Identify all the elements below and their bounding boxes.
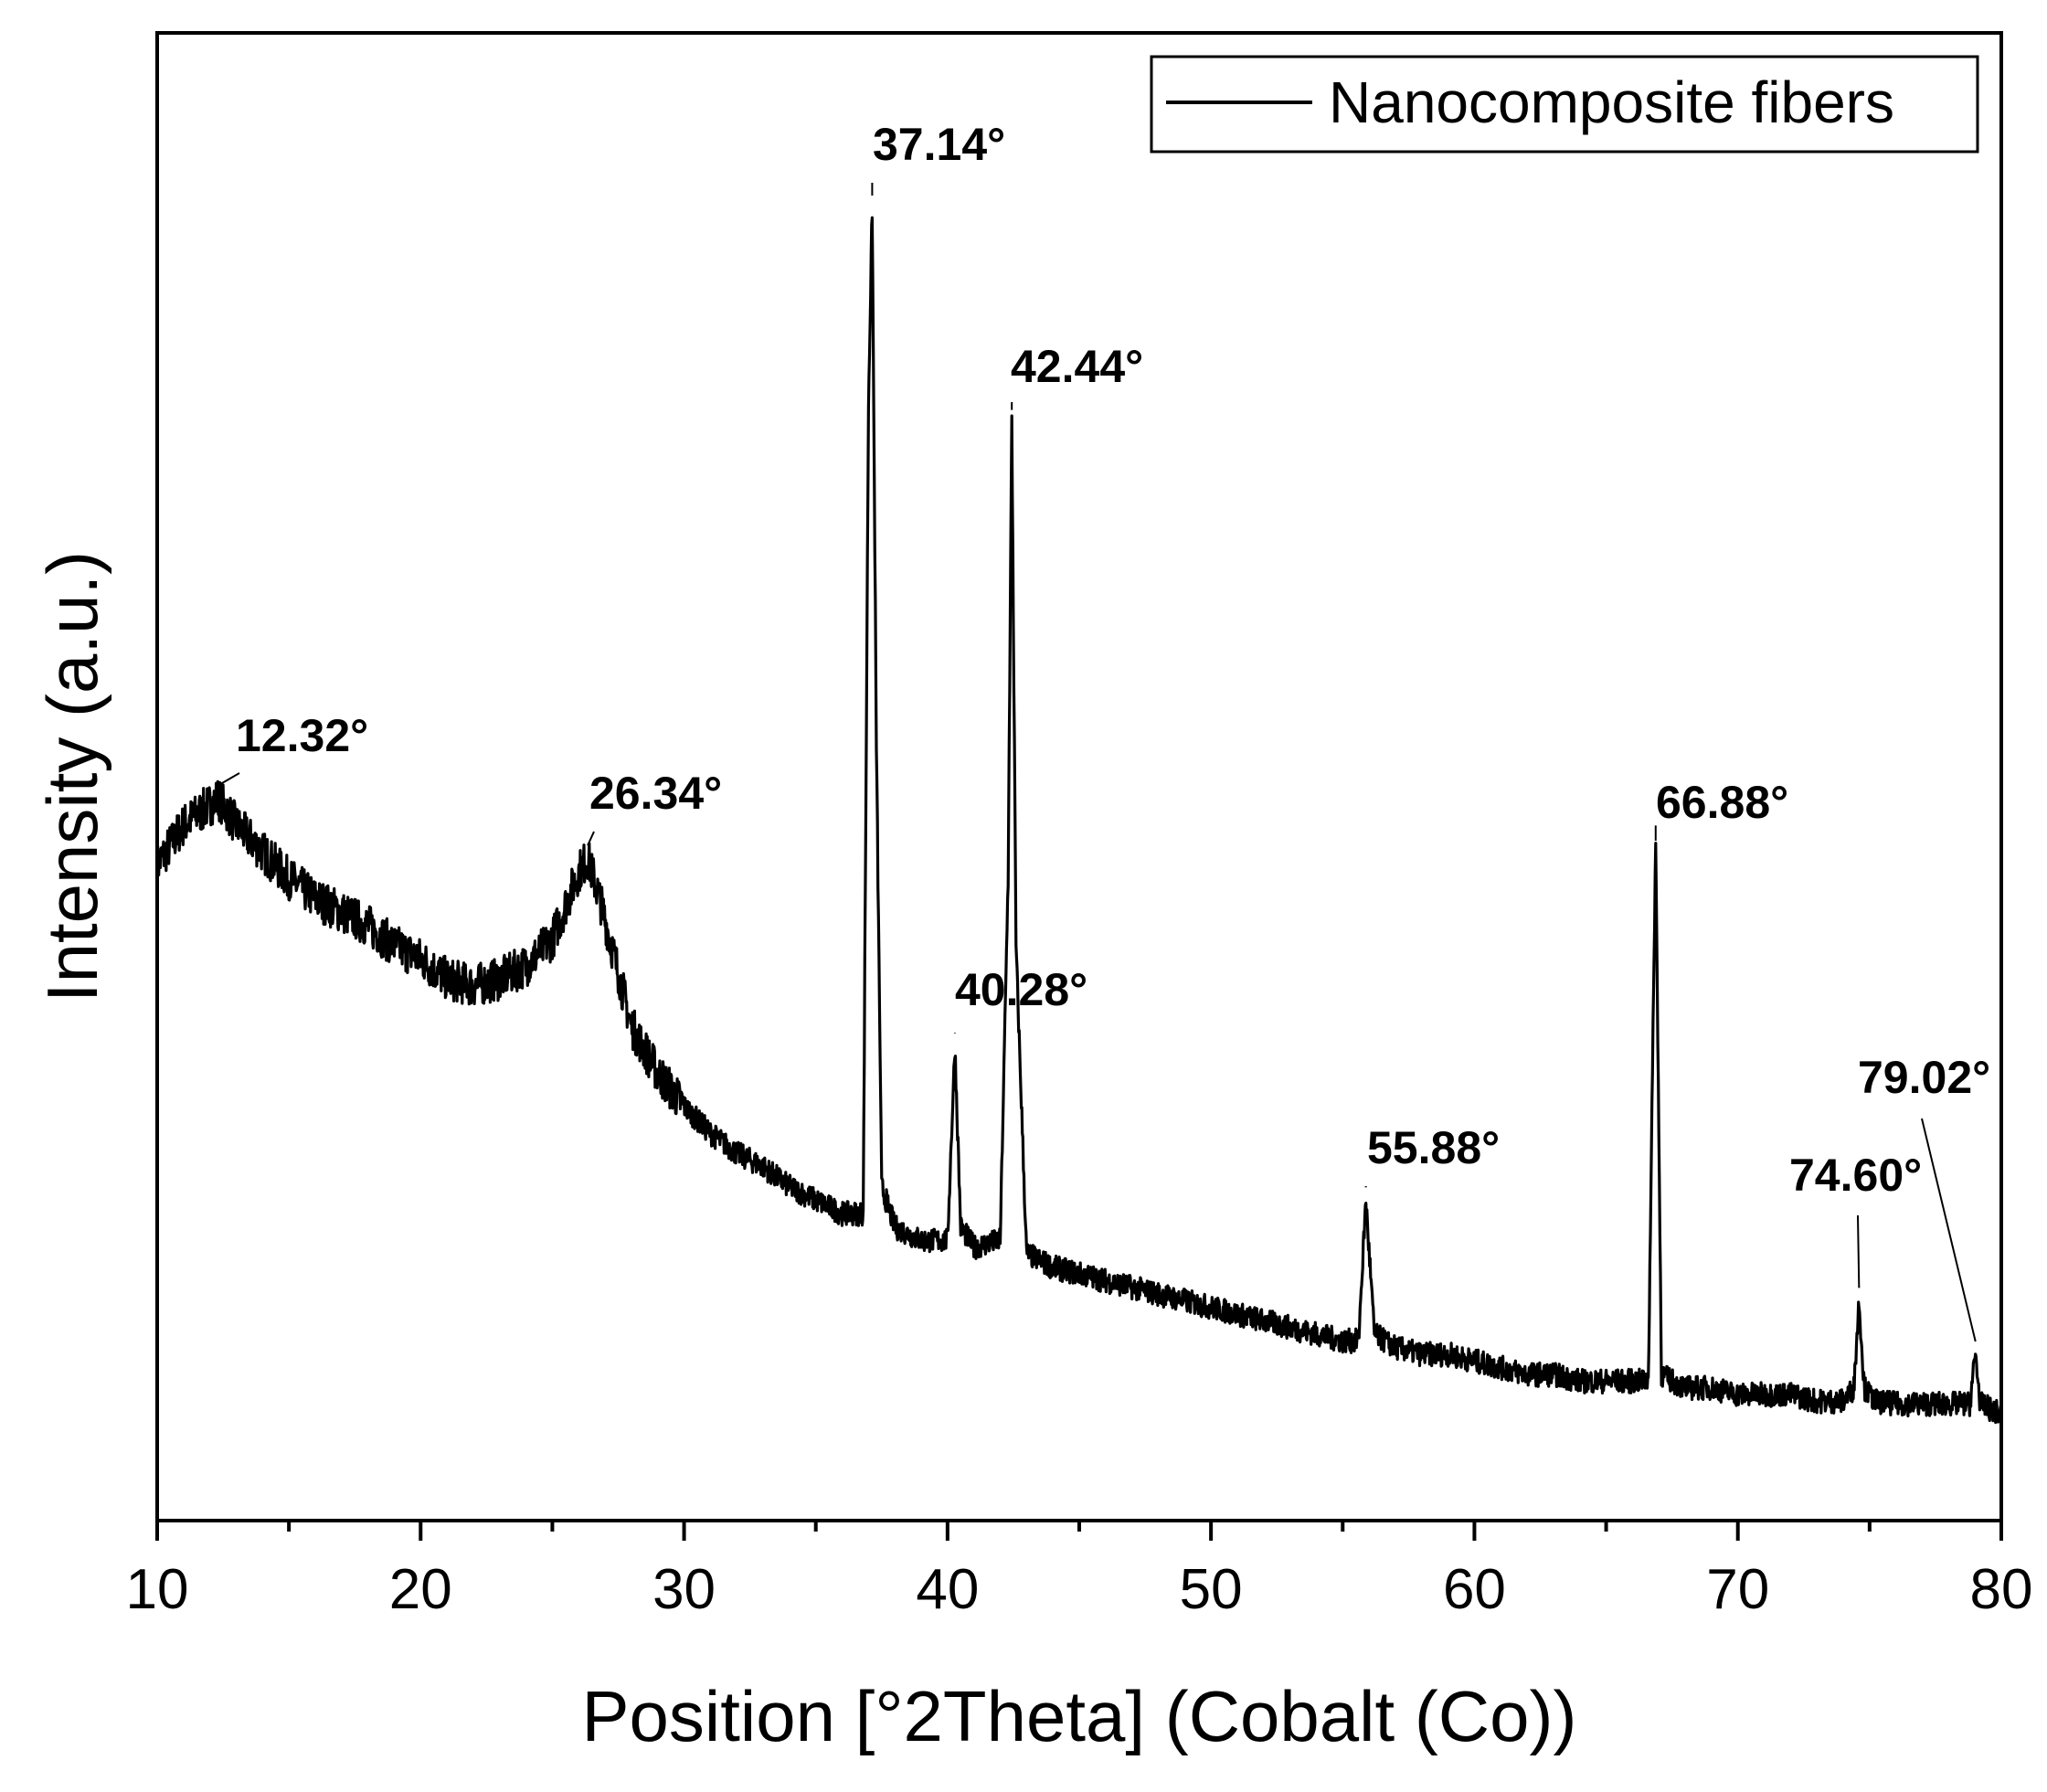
x-tick-label: 20: [389, 1558, 452, 1621]
peak-label: 26.34°: [589, 768, 722, 819]
legend-label: Nanocomposite fibers: [1329, 69, 1894, 135]
x-tick-label: 70: [1706, 1558, 1769, 1621]
peak-leader-line: [1921, 1118, 1977, 1342]
peak-label: 37.14°: [873, 119, 1005, 170]
x-tick-label: 40: [916, 1558, 979, 1621]
peak-label: 42.44°: [1011, 341, 1143, 392]
series-line-0: [155, 216, 2003, 1425]
x-tick-label: 10: [126, 1558, 189, 1621]
x-tick-label: 80: [1970, 1558, 2033, 1621]
x-tick-label: 60: [1443, 1558, 1506, 1621]
y-axis-title: Intensity (a.u.): [32, 551, 112, 1002]
peak-label: 79.02°: [1858, 1052, 1990, 1103]
peak-annotations: 12.32° 26.34° 37.14° 40.28° 42.44° 55.88° 66.8…: [217, 119, 1990, 1342]
legend: Nanocomposite fibers: [1150, 55, 1979, 154]
x-axis-title: Position [°2Theta] (Cobalt (Co)): [582, 1676, 1577, 1756]
peak-label: 66.88°: [1656, 777, 1788, 828]
peak-leader-line: [1857, 1214, 1861, 1288]
x-tick-label: 30: [652, 1558, 716, 1621]
peak-label: 55.88°: [1367, 1122, 1500, 1173]
peak-leader-line: [217, 772, 240, 787]
x-axis-tick-labels: 10 20 30 40 50 60 70 80: [126, 1558, 2033, 1621]
peak-leader-line: [587, 831, 595, 846]
peak-label: 40.28°: [955, 964, 1087, 1015]
peak-label: 74.60°: [1789, 1150, 1922, 1201]
peak-label: 12.32°: [236, 710, 368, 761]
series-layer: [155, 216, 2003, 1425]
x-axis-ticks: [155, 1521, 2003, 1541]
x-tick-label: 50: [1180, 1558, 1243, 1621]
